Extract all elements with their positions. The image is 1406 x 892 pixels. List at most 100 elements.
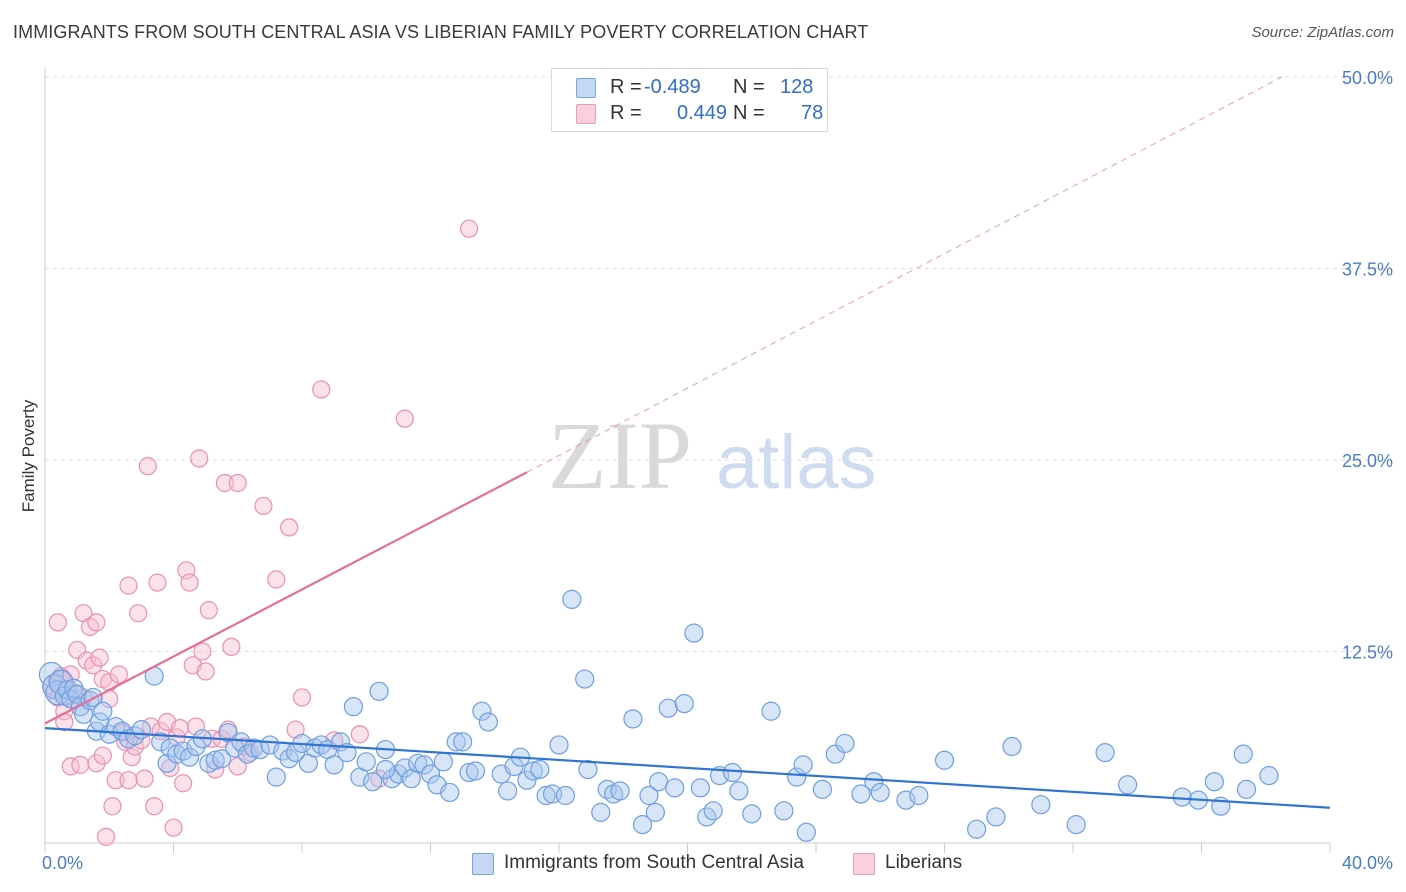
liberians-point	[199, 601, 218, 620]
liberians-point	[174, 774, 193, 793]
x-tick-label: 40.0%	[1342, 853, 1393, 873]
south-central-asia-point	[967, 819, 987, 839]
bottom-legend-label: Immigrants from South Central Asia	[504, 852, 804, 873]
south-central-asia-point	[112, 721, 132, 741]
liberians-point	[459, 219, 479, 238]
south-central-asia-point	[934, 750, 955, 770]
liberians-point	[286, 720, 305, 739]
south-central-asia-point	[864, 772, 884, 792]
south-central-asia-trend-line	[44, 727, 1331, 809]
liberians-point	[119, 576, 138, 595]
south-central-asia-point	[986, 807, 1006, 827]
legend-n-label: N =	[733, 102, 765, 124]
south-central-asia-point	[690, 778, 710, 798]
liberians-point	[180, 573, 199, 592]
south-central-asia-point	[1095, 743, 1115, 763]
south-central-asia-point	[1002, 736, 1022, 757]
legend-n-label: N =	[733, 76, 765, 98]
liberians-point	[109, 665, 128, 684]
south-central-asia-point	[665, 778, 685, 798]
correlation-legend: R = -0.489 N = 128 R = 0.449 N = 78	[551, 68, 828, 132]
south-central-asia-point	[623, 709, 643, 729]
legend-n-value: 78	[801, 102, 824, 124]
bottom-legend-swatch-blue	[472, 853, 494, 875]
liberians-point	[267, 570, 286, 589]
south-central-asia-point	[420, 764, 441, 784]
south-central-asia-point	[453, 732, 473, 752]
south-central-asia-point	[896, 790, 916, 810]
south-central-asia-point	[212, 749, 232, 769]
south-central-asia-point	[591, 802, 611, 822]
south-central-asia-point	[324, 755, 344, 775]
south-central-asia-point	[870, 782, 890, 803]
south-central-asia-point	[343, 697, 363, 717]
liberians-point	[312, 380, 331, 399]
liberians-trend-line	[44, 471, 528, 725]
south-central-asia-point	[1259, 765, 1279, 786]
liberians-point	[170, 718, 190, 738]
south-central-asia-point	[578, 759, 598, 780]
liberians-point	[228, 473, 247, 493]
south-central-asia-point	[562, 589, 582, 610]
south-central-asia-point	[549, 735, 569, 755]
y-tick-label: 12.5%	[1342, 643, 1393, 663]
y-tick-label: 37.5%	[1342, 260, 1393, 280]
watermark-atlas: atlas	[716, 420, 877, 505]
south-central-asia-point	[761, 701, 781, 721]
y-axis-label: Family Poverty	[19, 399, 38, 512]
south-central-asia-point	[472, 701, 492, 721]
liberians-point	[71, 755, 90, 774]
liberians-point	[80, 617, 100, 637]
south-central-asia-point	[363, 772, 383, 792]
south-central-asia-point	[1031, 795, 1051, 815]
south-central-asia-point	[722, 762, 743, 783]
south-central-asia-point	[774, 801, 794, 821]
legend-r-value: 0.449	[677, 102, 728, 124]
legend-r-label: R =	[610, 102, 642, 124]
south-central-asia-point	[179, 747, 200, 767]
legend-r-label: R =	[610, 76, 642, 98]
south-central-asia-point	[658, 698, 678, 718]
south-central-asia-point	[639, 785, 659, 806]
axis-layer	[44, 67, 1331, 853]
south-central-asia-point	[703, 801, 723, 821]
south-central-asia-point	[530, 759, 550, 780]
liberians-point	[186, 717, 206, 736]
south-central-asia-point	[408, 753, 428, 773]
y-tick-label: 25.0%	[1342, 451, 1393, 471]
bottom-legend-swatch-pink	[853, 853, 875, 875]
south-central-asia-point	[244, 738, 264, 758]
y-tick-label: 50.0%	[1342, 68, 1393, 88]
liberians-point	[96, 827, 116, 846]
south-central-asia-points	[38, 589, 1279, 842]
liberians-point	[215, 473, 234, 493]
south-central-asia-point	[851, 784, 871, 804]
liberians-point	[103, 797, 122, 816]
south-central-asia-point	[674, 693, 694, 714]
south-central-asia-point	[796, 822, 816, 842]
liberians-point	[193, 642, 212, 661]
liberians-point	[190, 449, 209, 468]
liberians-point	[90, 648, 109, 667]
south-central-asia-point	[645, 802, 665, 822]
liberians-point	[395, 409, 414, 428]
trend-lines	[44, 76, 1331, 809]
liberians-point	[148, 573, 167, 592]
south-central-asia-point	[684, 623, 704, 643]
south-central-asia-point	[555, 785, 576, 806]
south-central-asia-point	[648, 772, 669, 792]
watermark: ZIP atlas	[548, 402, 877, 509]
liberians-point	[222, 637, 241, 657]
legend-n-value: 128	[780, 76, 814, 98]
liberians-point	[350, 725, 369, 744]
south-central-asia-point	[1204, 772, 1224, 792]
south-central-asia-point	[356, 752, 376, 772]
south-central-asia-point	[266, 767, 286, 787]
liberians-point	[292, 688, 312, 707]
south-central-asia-point	[575, 669, 595, 689]
south-central-asia-point	[369, 681, 389, 701]
legend-swatch-pink	[576, 104, 596, 124]
liberians-point	[254, 496, 273, 516]
legend-r-value: -0.489	[644, 76, 701, 98]
